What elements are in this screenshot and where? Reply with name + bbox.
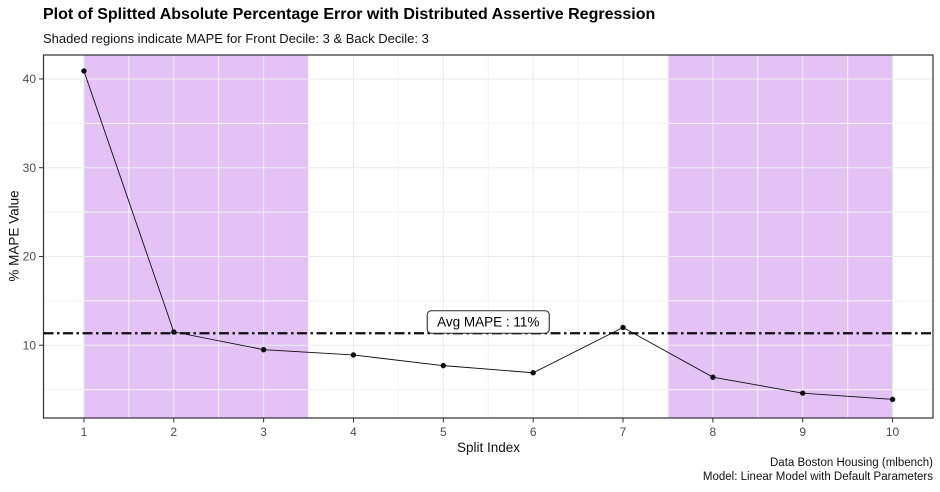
y-tick-label: 10 <box>23 338 37 352</box>
data-point <box>710 374 716 380</box>
shaded-region <box>83 55 309 418</box>
data-point <box>260 346 267 353</box>
data-point <box>81 68 87 74</box>
x-tick-label: 9 <box>799 425 806 439</box>
data-point <box>800 390 806 396</box>
x-tick-label: 6 <box>530 425 537 439</box>
x-tick-label: 3 <box>260 425 267 439</box>
y-tick-label: 20 <box>23 250 37 264</box>
plot-subtitle: Shaded regions indicate MAPE for Front D… <box>43 31 429 46</box>
caption-model: Model: Linear Model with Default Paramet… <box>702 470 933 483</box>
panel-border <box>42 54 934 419</box>
avg-mape-label: Avg MAPE : 11% <box>437 315 539 330</box>
x-tick-label: 1 <box>81 425 88 439</box>
avg-mape-label-box <box>426 310 550 334</box>
data-point <box>350 352 357 358</box>
y-tick-label: 30 <box>23 161 37 175</box>
plot-caption: Data Boston Housing (mlbench) Model: Lin… <box>703 457 933 484</box>
x-tick-label: 4 <box>350 425 357 439</box>
data-point <box>440 362 447 369</box>
data-point <box>889 396 896 403</box>
x-tick-label: 10 <box>886 425 900 439</box>
shaded-region <box>667 55 893 418</box>
mape-line <box>83 70 893 400</box>
data-point <box>530 370 536 376</box>
plot-title: Plot of Splitted Absolute Percentage Err… <box>43 6 656 23</box>
data-point <box>171 329 177 335</box>
x-axis-title: Split Index <box>456 440 521 455</box>
x-tick-label: 7 <box>620 425 627 439</box>
x-tick-label: 8 <box>710 425 717 439</box>
y-tick-label: 40 <box>23 72 37 86</box>
y-axis-title: % MAPE Value <box>6 190 22 282</box>
x-tick-label: 2 <box>170 425 177 439</box>
data-point <box>620 324 626 331</box>
caption-data-source: Data Boston Housing (mlbench) <box>770 457 933 469</box>
x-tick-label: 5 <box>440 425 447 439</box>
